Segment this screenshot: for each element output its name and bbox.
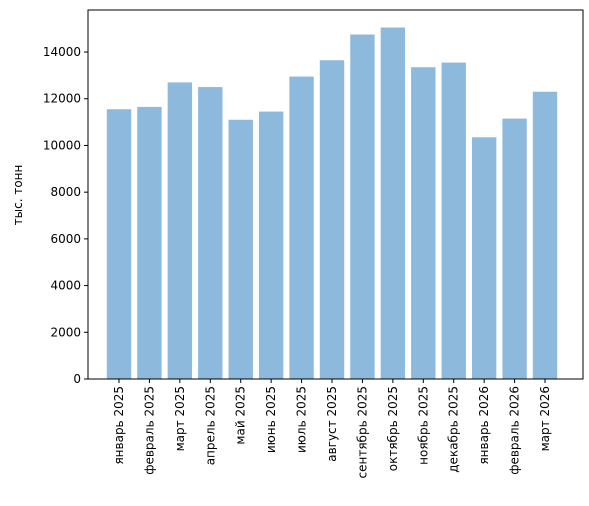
x-tick-label: январь 2025 — [112, 386, 126, 465]
bar — [471, 137, 497, 379]
bar — [137, 106, 162, 379]
x-tick-label: май 2025 — [234, 386, 248, 445]
bar — [228, 119, 253, 380]
x-tick-label: январь 2026 — [477, 386, 491, 465]
y-tick-label: 4000 — [50, 279, 81, 293]
bar — [532, 91, 558, 379]
bar — [441, 62, 466, 379]
x-tick-label: декабрь 2025 — [447, 386, 461, 473]
bar — [319, 60, 345, 379]
y-tick-label: 8000 — [50, 185, 81, 199]
x-tick-label: март 2026 — [538, 386, 552, 451]
x-tick-label: июль 2025 — [295, 386, 309, 453]
y-tick-label: 12000 — [43, 92, 81, 106]
x-tick-label: март 2025 — [173, 386, 187, 451]
bar — [411, 67, 436, 379]
y-tick-label: 10000 — [43, 138, 81, 152]
y-tick-label: 14000 — [43, 45, 81, 59]
x-tick-label: июнь 2025 — [264, 386, 278, 453]
y-tick-label: 6000 — [50, 232, 81, 246]
y-tick-label: 2000 — [50, 325, 81, 339]
x-tick-label: август 2025 — [325, 386, 339, 462]
bar — [167, 82, 193, 379]
x-tick-label: февраль 2025 — [142, 386, 156, 475]
plot-frame — [87, 9, 584, 380]
x-tick-label: октябрь 2025 — [386, 386, 400, 471]
x-tick-label: сентябрь 2025 — [355, 386, 369, 478]
bar — [258, 111, 284, 380]
x-tick-label: февраль 2026 — [508, 386, 522, 475]
x-tick-label: апрель 2025 — [203, 386, 217, 465]
y-tick-label: 0 — [73, 372, 81, 386]
bar — [350, 34, 375, 379]
bar — [289, 76, 314, 380]
bar — [198, 87, 223, 380]
bar — [502, 118, 527, 380]
y-axis-label: тыс. тонн — [11, 165, 25, 226]
x-tick-label: ноябрь 2025 — [416, 386, 430, 465]
bar — [106, 109, 132, 379]
bar — [380, 27, 406, 380]
